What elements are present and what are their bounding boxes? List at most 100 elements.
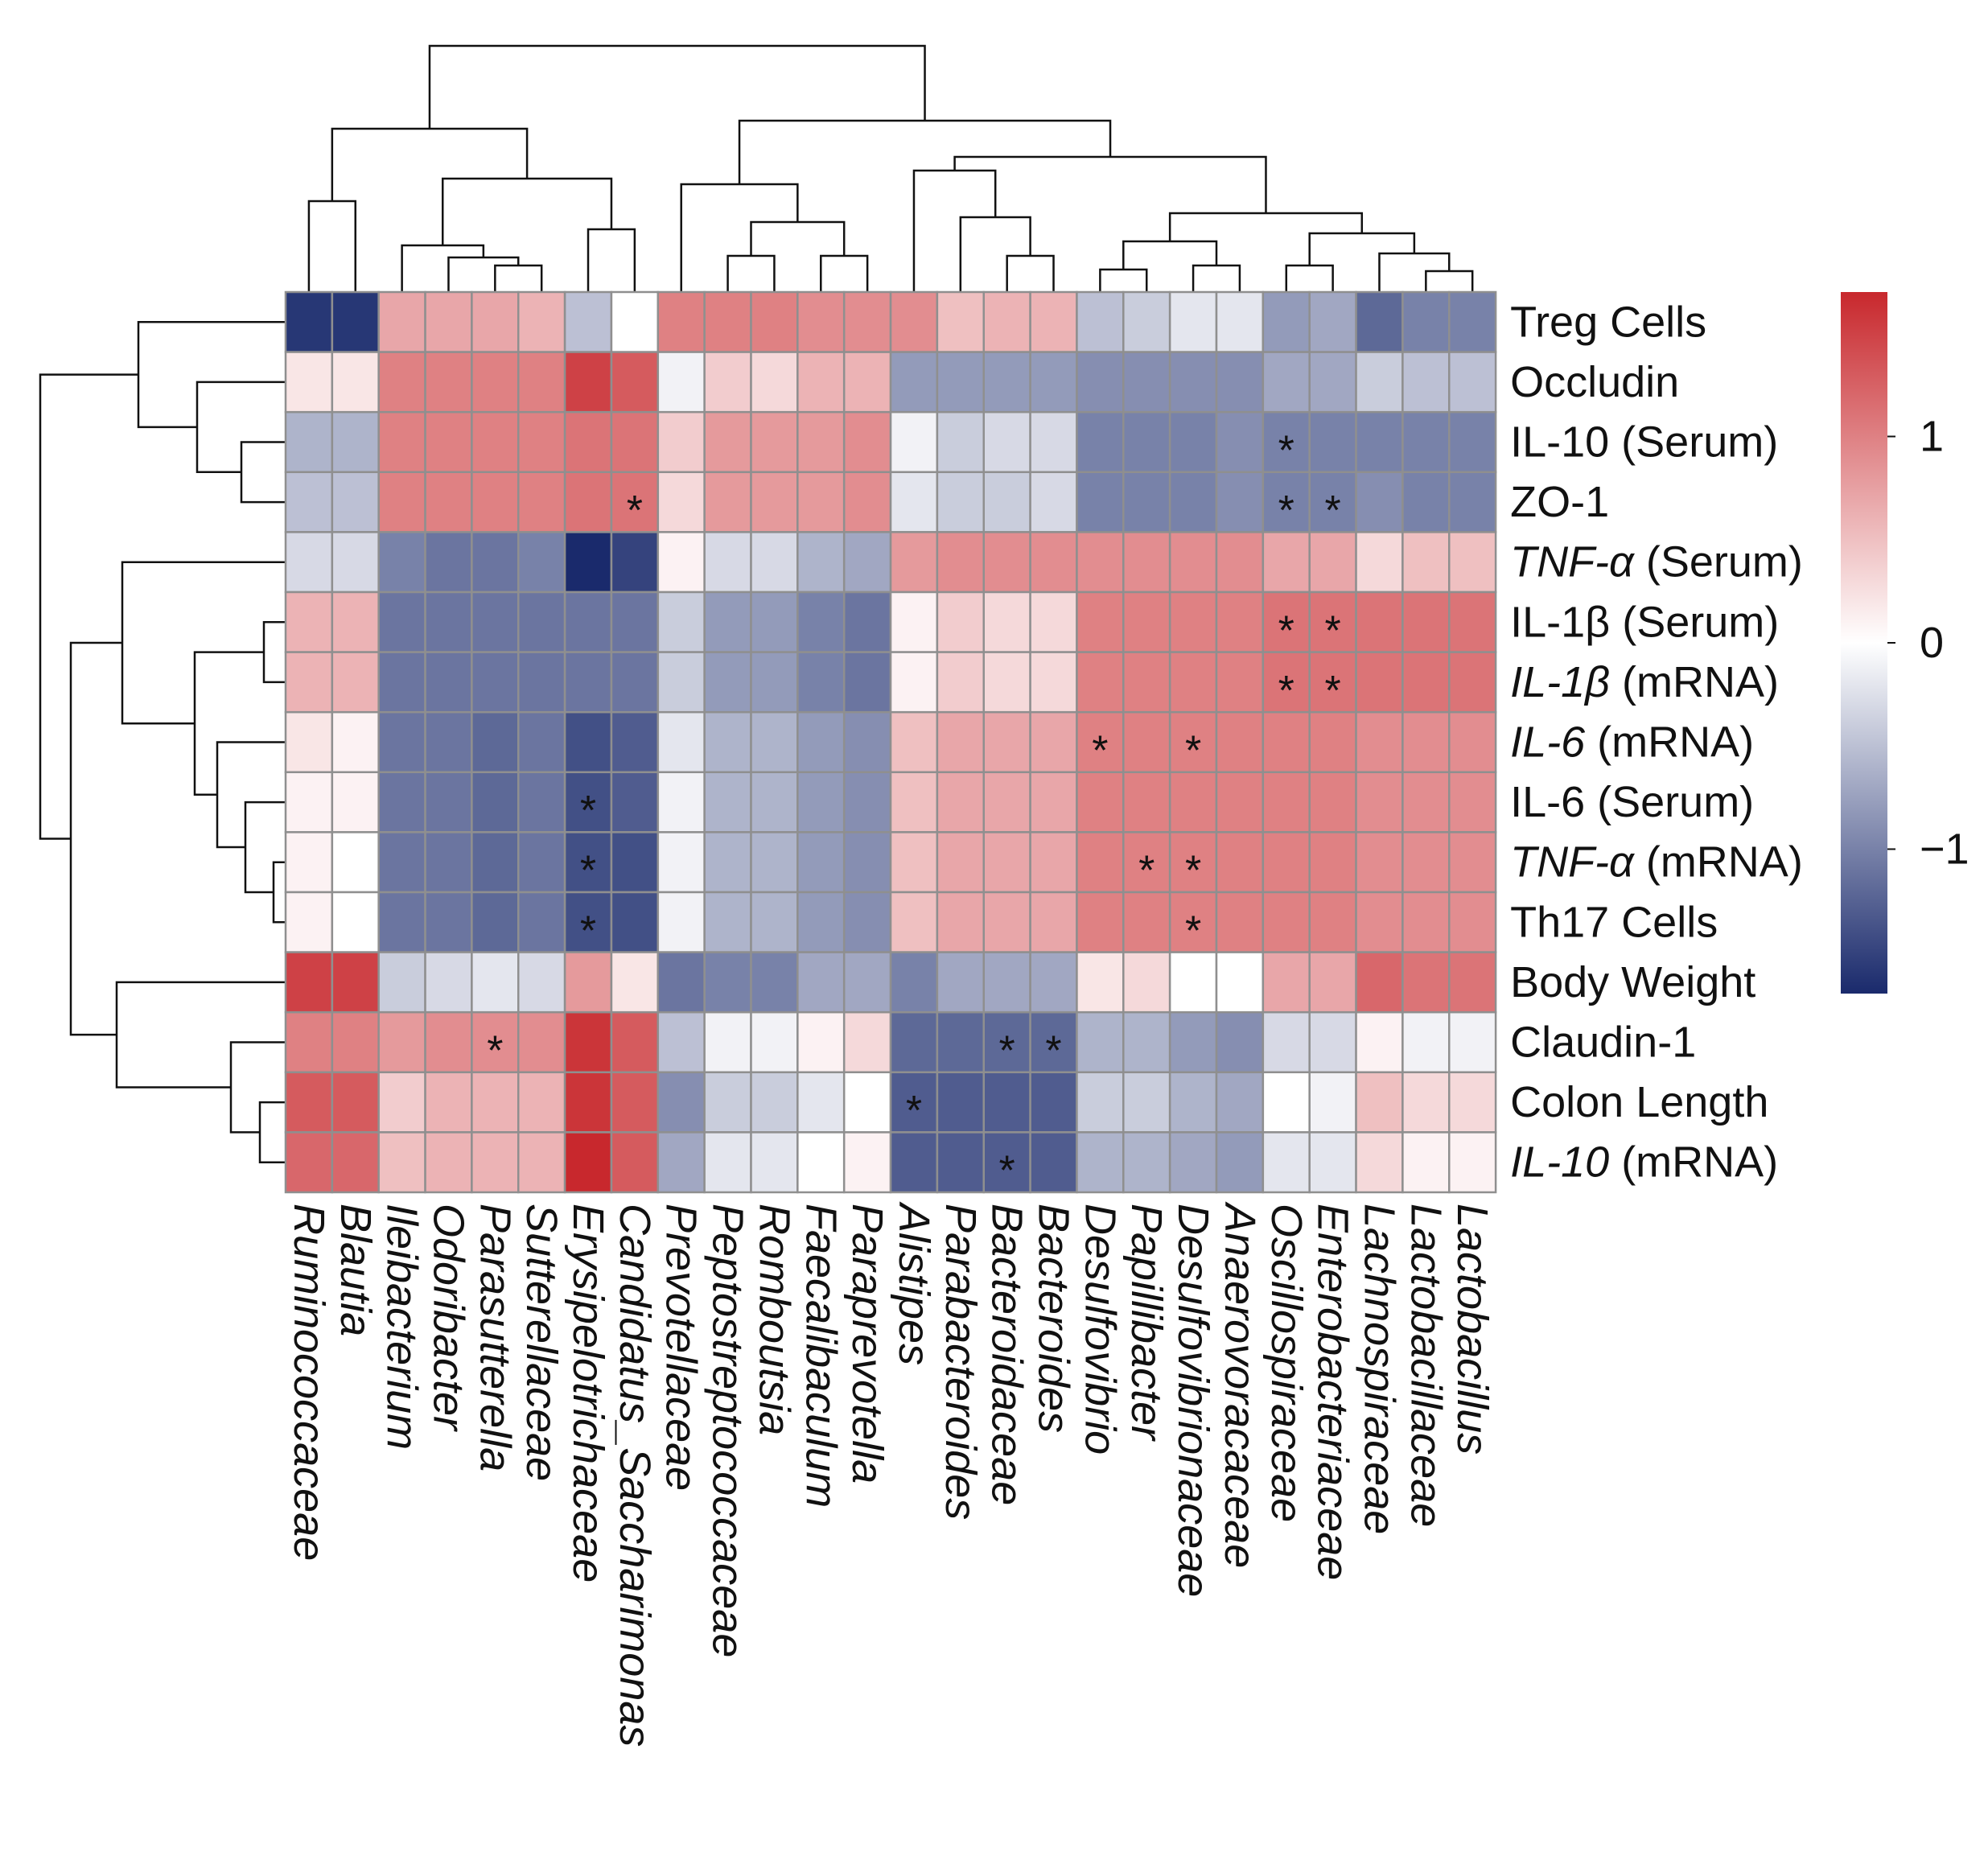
- heatmap-cell: [796, 891, 846, 953]
- heatmap-cell: [750, 290, 799, 353]
- heatmap-cell: [563, 951, 613, 1014]
- row-label: Claudin-1: [1510, 1019, 1696, 1067]
- heatmap-cell: [517, 651, 566, 714]
- heatmap-cell: [936, 710, 986, 774]
- significance-star: *: [1325, 668, 1341, 714]
- significance-star: *: [1278, 488, 1294, 534]
- heatmap-cell: [656, 1131, 706, 1194]
- column-label: Faecalibaculum: [796, 1204, 845, 1508]
- heatmap-cell: [703, 891, 752, 953]
- significance-star: *: [906, 1088, 922, 1134]
- heatmap-cell: [424, 531, 473, 594]
- row-dendrogram-branch: [258, 1101, 286, 1163]
- row-dendrogram-branch: [137, 321, 286, 429]
- heatmap-cell: [1262, 471, 1311, 533]
- heatmap-cell: [982, 1071, 1031, 1134]
- heatmap-cell: [750, 1131, 799, 1194]
- heatmap-cell: [1168, 591, 1218, 653]
- heatmap-cell: [517, 891, 566, 953]
- heatmap-cell: [1029, 651, 1078, 714]
- heatmap-cell: [1262, 951, 1311, 1014]
- heatmap-cell: [936, 471, 986, 533]
- significance-star: *: [1185, 907, 1201, 954]
- heatmap-cell: [656, 1071, 706, 1134]
- heatmap-cell: [1262, 771, 1311, 833]
- column-label: Odoribacter: [424, 1204, 472, 1432]
- heatmap-cell: [1262, 891, 1311, 953]
- row-label: Body Weight: [1510, 958, 1755, 1006]
- column-dendrogram-branch: [1192, 264, 1241, 292]
- heatmap-cell: [424, 1071, 473, 1134]
- heatmap-cell: [424, 651, 473, 714]
- heatmap-cell: [936, 771, 986, 833]
- heatmap-cell: [1215, 831, 1265, 894]
- column-dendrogram-branch: [494, 264, 543, 292]
- column-label: Candidatus_Saccharimonas: [611, 1204, 659, 1747]
- heatmap-cell: [284, 591, 334, 653]
- heatmap-cell: [517, 591, 566, 653]
- significance-star: *: [999, 1028, 1015, 1075]
- heatmap-cell: [284, 351, 334, 414]
- heatmap-cell: [1308, 471, 1357, 533]
- heatmap-cell: [1355, 531, 1404, 594]
- heatmap-cell: [750, 1010, 799, 1074]
- heatmap-cells: [284, 290, 1497, 1194]
- heatmap-cell: [1168, 531, 1218, 594]
- row-dendrogram-branch: [69, 641, 122, 1036]
- heatmap-cell: [377, 471, 426, 533]
- heatmap-cell: [471, 651, 520, 714]
- heatmap-cell: [377, 410, 426, 474]
- heatmap-cell: [1262, 710, 1311, 774]
- row-dendrogram-branch: [39, 373, 138, 840]
- heatmap-cell: [1122, 1131, 1171, 1194]
- heatmap-cell: [1355, 891, 1404, 953]
- heatmap-cell: [1215, 410, 1265, 474]
- heatmap-cell: [1168, 771, 1218, 833]
- heatmap-cell: [377, 831, 426, 894]
- heatmap-cell: [331, 290, 380, 353]
- row-dendrogram-branch: [193, 651, 264, 796]
- heatmap-cell: [563, 1131, 613, 1194]
- heatmap-cell: [842, 410, 892, 474]
- column-label: Desulfovibrio: [1076, 1204, 1124, 1455]
- heatmap-cell: [750, 531, 799, 594]
- heatmap-cell: [1122, 651, 1171, 714]
- heatmap-cell: [1076, 471, 1125, 533]
- row-dendrogram-branch: [121, 561, 286, 725]
- heatmap-cell: [750, 891, 799, 953]
- heatmap-cell: [563, 290, 613, 353]
- heatmap-cell: [842, 710, 892, 774]
- heatmap-cell: [1262, 831, 1311, 894]
- heatmap-cell: [982, 1131, 1031, 1194]
- heatmap-cell: [656, 591, 706, 653]
- heatmap-cell: [1168, 651, 1218, 714]
- heatmap-cell: [1355, 351, 1404, 414]
- heatmap-cell: [889, 591, 939, 653]
- heatmap-cell: [703, 531, 752, 594]
- heatmap-cell: [982, 710, 1031, 774]
- column-dendrogram-branch: [1308, 232, 1416, 265]
- heatmap-cell: [750, 831, 799, 894]
- heatmap-cell: [750, 410, 799, 474]
- heatmap-cell: [703, 351, 752, 414]
- heatmap-cell: [471, 831, 520, 894]
- heatmap-cell: [1401, 651, 1451, 714]
- column-label: Lactobacillus: [1448, 1204, 1496, 1455]
- heatmap-cell: [982, 651, 1031, 714]
- column-label: Prevotellaceae: [657, 1204, 706, 1491]
- heatmap-cell: [1355, 1010, 1404, 1074]
- heatmap-cell: [563, 471, 613, 533]
- row-label: Colon Length: [1510, 1078, 1768, 1126]
- heatmap-cell: [1215, 951, 1265, 1014]
- heatmap-cell: [424, 290, 473, 353]
- heatmap-cell: [1448, 531, 1497, 594]
- row-dendrogram-branch: [240, 441, 286, 504]
- heatmap-cell: [842, 471, 892, 533]
- heatmap-cell: [1076, 290, 1125, 353]
- heatmap-cell: [1355, 831, 1404, 894]
- heatmap-cell: [1355, 1071, 1404, 1134]
- heatmap-cell: [424, 471, 473, 533]
- heatmap-cell: [1401, 290, 1451, 353]
- heatmap-cell: [982, 531, 1031, 594]
- column-dendrogram-branch: [750, 220, 846, 256]
